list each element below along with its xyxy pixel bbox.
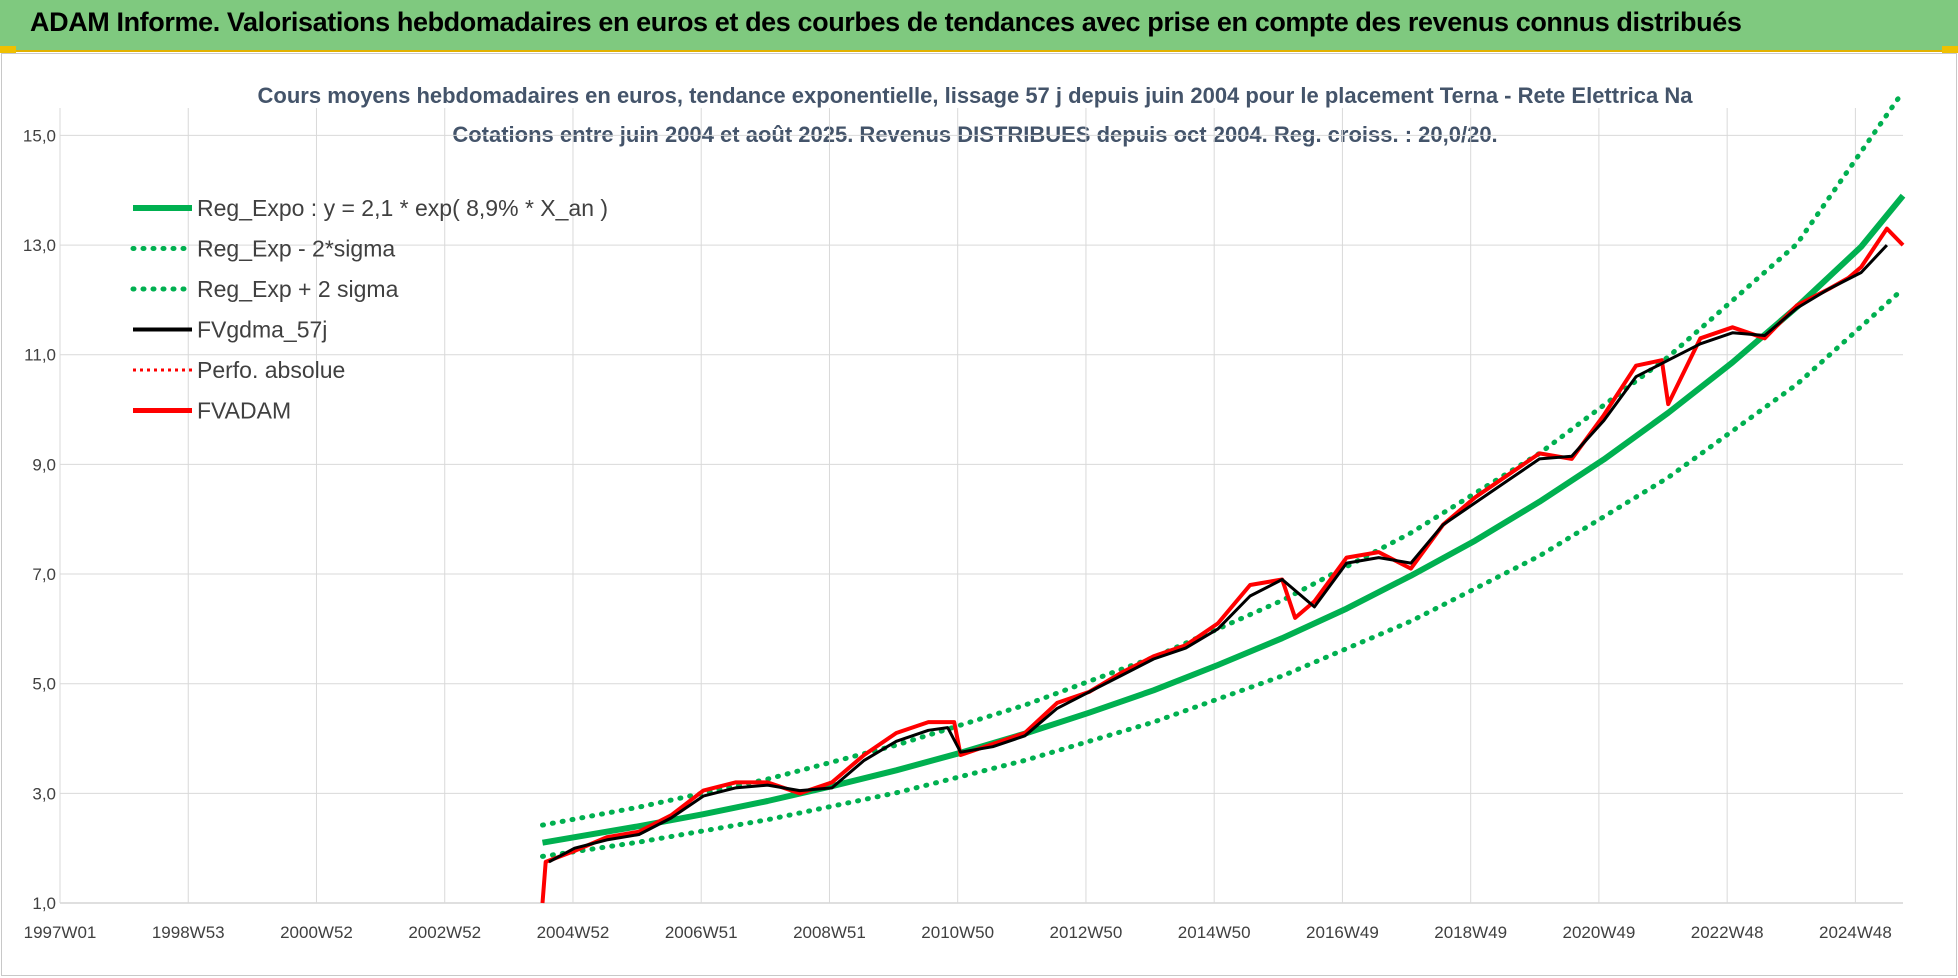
y-tick-label: 7,0 bbox=[32, 565, 56, 584]
chart-subtitle: Cotations entre juin 2004 et août 2025. … bbox=[452, 122, 1497, 147]
legend-label: Reg_Exp - 2*sigma bbox=[197, 236, 395, 262]
plot-series bbox=[540, 89, 1906, 904]
y-tick-label: 9,0 bbox=[32, 455, 56, 474]
series-line-2 bbox=[540, 89, 1906, 828]
y-tick-label: 1,0 bbox=[32, 894, 56, 913]
gridlines bbox=[59, 108, 1903, 904]
x-tick-label: 2000W52 bbox=[280, 923, 353, 942]
legend: Reg_Expo : y = 2,1 * exp( 8,9% * X_an ) R… bbox=[130, 195, 608, 424]
legend-label: Reg_Expo : y = 2,1 * exp( 8,9% * X_an ) bbox=[197, 195, 608, 221]
header-banner: ADAM Informe. Valorisations hebdomadaire… bbox=[0, 0, 1958, 52]
corner-marker-right bbox=[1942, 46, 1958, 53]
legend-label: FVgdma_57j bbox=[197, 317, 327, 343]
y-axis: 1,0 3,0 5,0 7,0 9,0 11,0 13,0 15,0 bbox=[23, 126, 56, 913]
x-tick-label: 2012W50 bbox=[1050, 923, 1123, 942]
banner-title: ADAM Informe. Valorisations hebdomadaire… bbox=[30, 7, 1742, 37]
x-tick-label: 2006W51 bbox=[665, 923, 738, 942]
x-tick-label: 2020W49 bbox=[1563, 923, 1636, 942]
series-line-4 bbox=[541, 227, 1904, 904]
x-tick-label: 2018W49 bbox=[1434, 923, 1507, 942]
x-tick-label: 2010W50 bbox=[921, 923, 994, 942]
x-tick-label: 2008W51 bbox=[793, 923, 866, 942]
series-line-0 bbox=[541, 193, 1906, 846]
corner-marker-left bbox=[0, 46, 16, 53]
y-tick-label: 3,0 bbox=[32, 784, 56, 803]
x-tick-label: 2024W48 bbox=[1819, 923, 1892, 942]
x-tick-label: 2022W48 bbox=[1691, 923, 1764, 942]
y-tick-label: 5,0 bbox=[32, 675, 56, 694]
x-tick-label: 1997W01 bbox=[24, 923, 97, 942]
x-tick-label: 1998W53 bbox=[152, 923, 225, 942]
y-tick-label: 15,0 bbox=[23, 126, 56, 145]
legend-label: Reg_Exp + 2 sigma bbox=[197, 276, 399, 302]
chart-title: Cours moyens hebdomadaires en euros, ten… bbox=[258, 83, 1694, 108]
series-line-1 bbox=[540, 286, 1906, 859]
legend-label: Perfo. absolue bbox=[197, 357, 345, 383]
chart-frame bbox=[1, 53, 1957, 976]
x-tick-label: 2002W52 bbox=[408, 923, 481, 942]
x-tick-label: 2014W50 bbox=[1178, 923, 1251, 942]
series-line-3 bbox=[548, 244, 1888, 864]
y-tick-label: 11,0 bbox=[24, 346, 56, 365]
legend-label: FVADAM bbox=[197, 398, 291, 424]
x-tick-label: 2004W52 bbox=[537, 923, 610, 942]
x-tick-label: 2016W49 bbox=[1306, 923, 1379, 942]
y-tick-label: 13,0 bbox=[23, 236, 56, 255]
x-axis: 1997W01 1998W53 2000W52 2002W52 2004W52 2006W… bbox=[24, 923, 1892, 942]
series-line-5 bbox=[540, 226, 1905, 904]
